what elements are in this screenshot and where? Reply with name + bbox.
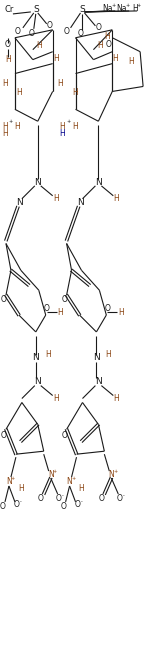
Text: H: H [128,57,134,66]
Text: H: H [104,32,110,41]
Text: H: H [45,350,51,359]
Text: +: + [11,475,15,481]
Text: O: O [75,501,80,510]
Text: N: N [17,198,23,207]
Text: H: H [73,88,78,97]
Text: H: H [2,79,8,88]
Text: N: N [109,470,114,479]
Text: H: H [53,54,59,63]
Text: +: + [53,468,57,473]
Text: O: O [1,431,7,440]
Text: N: N [67,477,72,486]
Text: O: O [15,27,21,36]
Text: H: H [132,5,138,14]
Text: Na: Na [116,5,127,14]
Text: -: - [122,493,124,499]
Text: +: + [112,3,116,8]
Text: H: H [60,128,66,137]
Text: +: + [66,119,71,124]
Text: Cr: Cr [4,5,14,14]
Text: H: H [16,88,22,97]
Text: H: H [113,394,119,403]
Text: N: N [95,179,102,187]
Text: H: H [5,55,11,64]
Text: O: O [78,29,83,38]
Text: O: O [1,295,7,304]
Text: -: - [62,493,63,499]
Text: O: O [104,304,110,313]
Text: H: H [53,194,59,203]
Text: O: O [116,495,122,503]
Text: O: O [29,29,35,38]
Text: +: + [137,3,141,8]
Text: O: O [38,495,44,503]
Text: H: H [105,350,111,359]
Text: H: H [36,41,42,50]
Text: H: H [60,122,66,131]
Text: O: O [62,431,67,440]
Text: H: H [113,194,119,203]
Text: H: H [53,394,59,403]
Text: N: N [77,198,84,207]
Text: N: N [48,470,54,479]
Text: N: N [6,477,12,486]
Text: +: + [113,468,117,473]
Text: H: H [79,484,84,493]
Text: O: O [0,502,6,511]
Text: -: - [81,499,82,504]
Text: N: N [95,377,102,386]
Text: H: H [112,54,118,63]
Text: H: H [73,122,78,131]
Text: S: S [33,5,39,14]
Text: O: O [98,495,104,503]
Text: H: H [118,308,124,317]
Text: H: H [18,484,24,493]
Text: Na: Na [102,5,113,14]
Text: O: O [62,295,67,304]
Text: O: O [5,40,11,49]
Text: N: N [34,377,41,386]
Text: S: S [80,5,85,14]
Text: +: + [126,3,130,8]
Text: H: H [98,41,103,50]
Text: N: N [93,353,100,362]
Text: O: O [44,304,50,313]
Text: O: O [14,501,20,510]
Text: H: H [58,308,63,317]
Text: O: O [64,27,70,36]
Text: N: N [32,353,39,362]
Text: H: H [58,79,63,88]
Text: H: H [14,122,20,131]
Text: H: H [2,128,8,137]
Text: O: O [105,40,111,49]
Text: O: O [61,502,66,511]
Text: +: + [9,119,13,124]
Text: O: O [56,495,62,503]
Text: O: O [47,21,53,30]
Text: O: O [95,23,101,32]
Text: +: + [71,475,76,481]
Text: -: - [20,499,22,504]
Text: H: H [2,122,8,131]
Text: N: N [34,179,41,187]
